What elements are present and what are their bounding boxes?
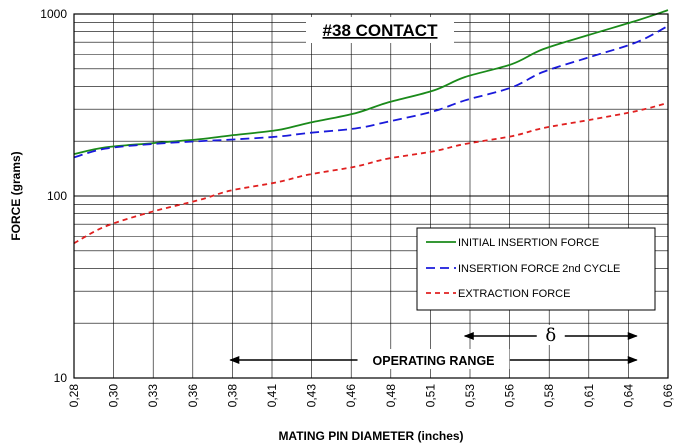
x-tick-label: 0,58	[542, 384, 556, 408]
x-tick-label: 0,41	[265, 384, 279, 408]
title-background	[306, 17, 454, 43]
x-tick-label: 0,28	[67, 384, 81, 408]
x-axis-label: MATING PIN DIAMETER (inches)	[278, 429, 463, 443]
x-tick-labels: 0,28 0,30 0,33 0,36 0,38 0,41 0,43 0,46 0,48 0,51…	[67, 384, 675, 408]
legend-label-extraction: EXTRACTION FORCE	[458, 288, 570, 300]
operating-range-label-background	[357, 349, 510, 369]
delta-label-background	[536, 325, 565, 345]
x-tick-label: 0,33	[146, 384, 160, 408]
x-tick-label: 0,61	[582, 384, 596, 408]
series-line-2	[73, 25, 669, 159]
plot-frame	[73, 13, 669, 379]
series-line-3	[73, 101, 669, 245]
annotations: OPERATING RANGE δ	[229, 325, 638, 369]
x-tick-label: 0,56	[503, 384, 517, 408]
x-tick-label: 0,53	[463, 384, 477, 408]
legend: INITIAL INSERTION FORCE INSERTION FORCE …	[416, 227, 656, 311]
x-tick-label: 0,36	[186, 384, 200, 408]
delta-label: δ	[545, 325, 556, 346]
series-lines	[73, 9, 669, 245]
y-tick-label: 10	[54, 371, 68, 385]
x-tick-label: 0,64	[621, 384, 635, 408]
legend-label-initial-insertion: INITIAL INSERTION FORCE	[458, 237, 599, 249]
y-tick-labels: 10 100 1000	[40, 7, 67, 385]
x-tick-label: 0,48	[384, 384, 398, 408]
chart-title: #38 CONTACT	[323, 21, 439, 40]
legend-label-insertion-2nd-cycle: INSERTION FORCE 2nd CYCLE	[458, 263, 620, 275]
x-tick-label: 0,46	[344, 384, 358, 408]
grid	[74, 14, 668, 378]
operating-range-label: OPERATING RANGE	[373, 354, 495, 368]
y-tick-label: 100	[47, 189, 67, 203]
y-axis-label: FORCE (grams)	[9, 151, 23, 240]
y-tick-label: 1000	[40, 7, 67, 21]
x-tick-label: 0,38	[225, 384, 239, 408]
series-line-1	[73, 9, 669, 155]
x-tick-label: 0,43	[305, 384, 319, 408]
legend-box	[416, 227, 656, 311]
x-tick-label: 0,66	[661, 384, 675, 408]
x-tick-label: 0,30	[107, 384, 121, 408]
x-tick-label: 0,51	[423, 384, 437, 408]
